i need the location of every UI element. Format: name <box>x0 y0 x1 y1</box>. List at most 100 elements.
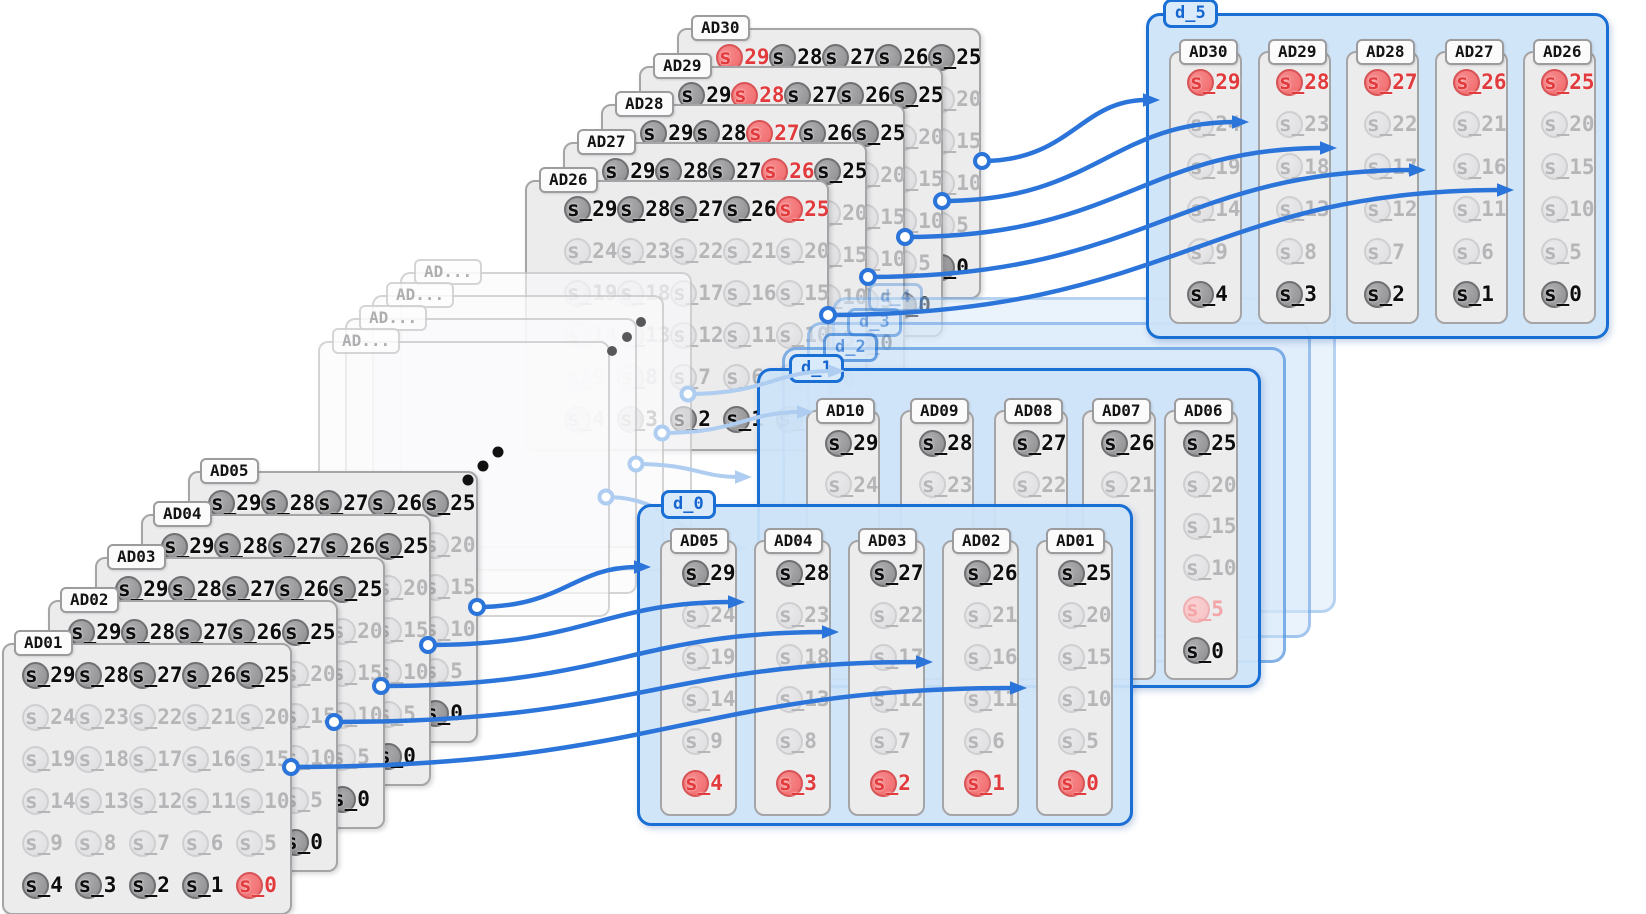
chip-label: s_26 <box>371 491 423 515</box>
chip-label: s_1 <box>185 873 224 897</box>
chip-label: s_20 <box>1061 603 1112 627</box>
chip-label: s_25 <box>1544 70 1595 94</box>
chip-label: s_17 <box>1367 154 1418 179</box>
chip-label: s_26 <box>1456 70 1507 94</box>
chip-label: s_20 <box>1544 112 1595 137</box>
panel-d_0: d_0 AD05 s_29 s_24 s_19 s_14 s_9 s_4 AD04 s_28 s_2… <box>637 490 1133 826</box>
chip-circle <box>669 237 697 265</box>
chip-label: s_25 <box>779 197 830 221</box>
chip-label: s_29 <box>71 620 122 644</box>
chip-label: s_26 <box>185 663 237 687</box>
card-tab-AD: AD... <box>359 305 428 331</box>
chip-label: s_27 <box>1367 70 1418 94</box>
panel-column-AD01: AD01 s_25 s_20 s_15 s_10 s_5 s_0 <box>1036 528 1113 816</box>
column-tab-AD01: AD01 <box>1046 528 1105 554</box>
chip-circle <box>563 195 591 223</box>
chip-label: s_6 <box>185 831 224 855</box>
column-tab-AD05: AD05 <box>670 528 729 554</box>
chip-label: s_25 <box>239 663 290 687</box>
column-tab-AD09: AD09 <box>910 398 969 424</box>
chip-label: s_29 <box>643 121 694 145</box>
chip-label: s_22 <box>873 603 924 627</box>
panel-column-AD03: AD03 s_27 s_22 s_17 s_12 s_7 s_2 <box>848 528 925 816</box>
chip-label: s_16 <box>967 645 1018 669</box>
chip-label: s_11 <box>967 687 1018 711</box>
chip-label: s_27 <box>749 121 800 145</box>
column-tab-AD02: AD02 <box>952 528 1011 554</box>
chip-label: s_11 <box>1456 197 1507 222</box>
chip-circle <box>374 532 402 560</box>
chip-label: s_27 <box>318 491 369 515</box>
chip-label: s_27 <box>825 45 876 69</box>
chip-label: s_13 <box>779 687 830 711</box>
chip-label: s_3 <box>1279 282 1317 306</box>
chip-label: s_10 <box>425 617 476 641</box>
chip-label: s_15 <box>1186 514 1237 538</box>
chip-label: s_3 <box>78 873 117 897</box>
chip-label: s_26 <box>278 577 330 601</box>
chip-label: s_11 <box>185 789 237 813</box>
panel-column-AD04: AD04 s_28 s_23 s_18 s_13 s_8 s_3 <box>754 528 831 816</box>
chip-label: s_28 <box>1279 70 1330 94</box>
chip-label: s_27 <box>873 561 924 585</box>
card-tab-AD01: AD01 <box>14 630 73 656</box>
chip-label: s_29 <box>685 561 736 585</box>
chip-label: s_22 <box>1367 112 1418 137</box>
chip-label: s_15 <box>332 661 383 685</box>
chip-label: s_1 <box>967 771 1005 795</box>
chip-label: s_10 <box>1186 555 1237 580</box>
chip-label: s_14 <box>685 687 736 711</box>
column-tab-AD08: AD08 <box>1004 398 1063 424</box>
chip-label: s_24 <box>567 239 618 263</box>
chip-label: s_27 <box>271 534 322 558</box>
chip-label: s_25 <box>332 577 383 601</box>
chip-label: s_28 <box>171 577 223 601</box>
chip-circle <box>616 195 644 223</box>
chip-label: s_23 <box>779 603 830 627</box>
chip-label: s_27 <box>132 663 183 687</box>
chip-label: s_10 <box>1061 687 1112 711</box>
chip-label: s_23 <box>78 705 130 729</box>
chip-label: s_25 <box>285 620 336 644</box>
chip-label: s_28 <box>217 534 269 558</box>
chip-label: s_27 <box>225 577 276 601</box>
chip-label: s_28 <box>734 83 785 107</box>
column-tab-AD07: AD07 <box>1092 398 1151 424</box>
chip-label: s_29 <box>719 45 770 69</box>
chip-label: s_18 <box>78 747 130 771</box>
chip-label: s_3 <box>779 771 817 795</box>
chip-label: s_16 <box>1456 154 1507 179</box>
chip-label: s_5 <box>239 831 277 855</box>
chip-label: s_23 <box>620 239 671 263</box>
column-tab-AD30: AD30 <box>1179 39 1238 65</box>
panel-column-AD02: AD02 s_26 s_21 s_16 s_11 s_6 s_1 <box>942 528 1019 816</box>
chip-label: s_26 <box>764 159 815 183</box>
card-tab-AD04: AD04 <box>153 501 212 527</box>
chip-label: s_20 <box>332 619 383 643</box>
card-tab-AD30: AD30 <box>691 15 750 41</box>
chip-label: s_29 <box>605 159 656 183</box>
chip-label: s_20 <box>378 576 429 600</box>
panel-column-AD29: AD29 s_28 s_23 s_18 s_13 s_8 s_3 <box>1258 39 1331 324</box>
chip-label: s_10 <box>285 746 336 770</box>
faded-mapping-arrow-arrowhead-2 <box>735 470 752 484</box>
chip-label: s_28 <box>620 197 671 221</box>
chip-label: s_25 <box>425 491 476 515</box>
chip-label: s_20 <box>779 239 830 263</box>
chip-label: s_4 <box>25 873 63 897</box>
card-AD01: AD01 s_29 s_28 s_27 s_26 s_25 s_24 s_23 s_22 s_21… <box>2 630 292 914</box>
chip-label: s_26 <box>878 45 929 69</box>
chip-label: s_13 <box>1279 197 1330 222</box>
card-tab-AD: AD... <box>414 259 483 285</box>
panel-column-AD30: AD30 s_29 s_24 s_19 s_14 s_9 s_4 <box>1169 39 1242 324</box>
chip-label: s_11 <box>726 323 777 347</box>
chip-circle <box>775 237 803 265</box>
chip-label: s_22 <box>673 239 724 263</box>
column-tab-AD06: AD06 <box>1174 398 1233 424</box>
chip-label: s_26 <box>726 197 777 221</box>
chip-label: s_5 <box>1186 597 1224 621</box>
chip-label: s_15 <box>425 575 476 599</box>
chip-label: s_25 <box>1061 561 1112 585</box>
chip-label: s_1 <box>1456 282 1494 306</box>
chip-label: s_9 <box>685 729 723 753</box>
